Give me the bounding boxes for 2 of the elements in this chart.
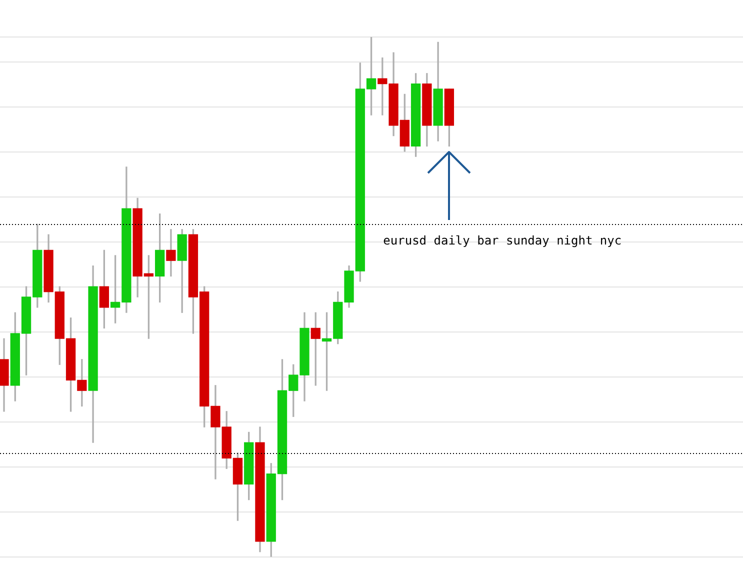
annotation: eurusd daily bar sunday night nyc	[383, 233, 622, 248]
candlestick	[166, 229, 176, 277]
